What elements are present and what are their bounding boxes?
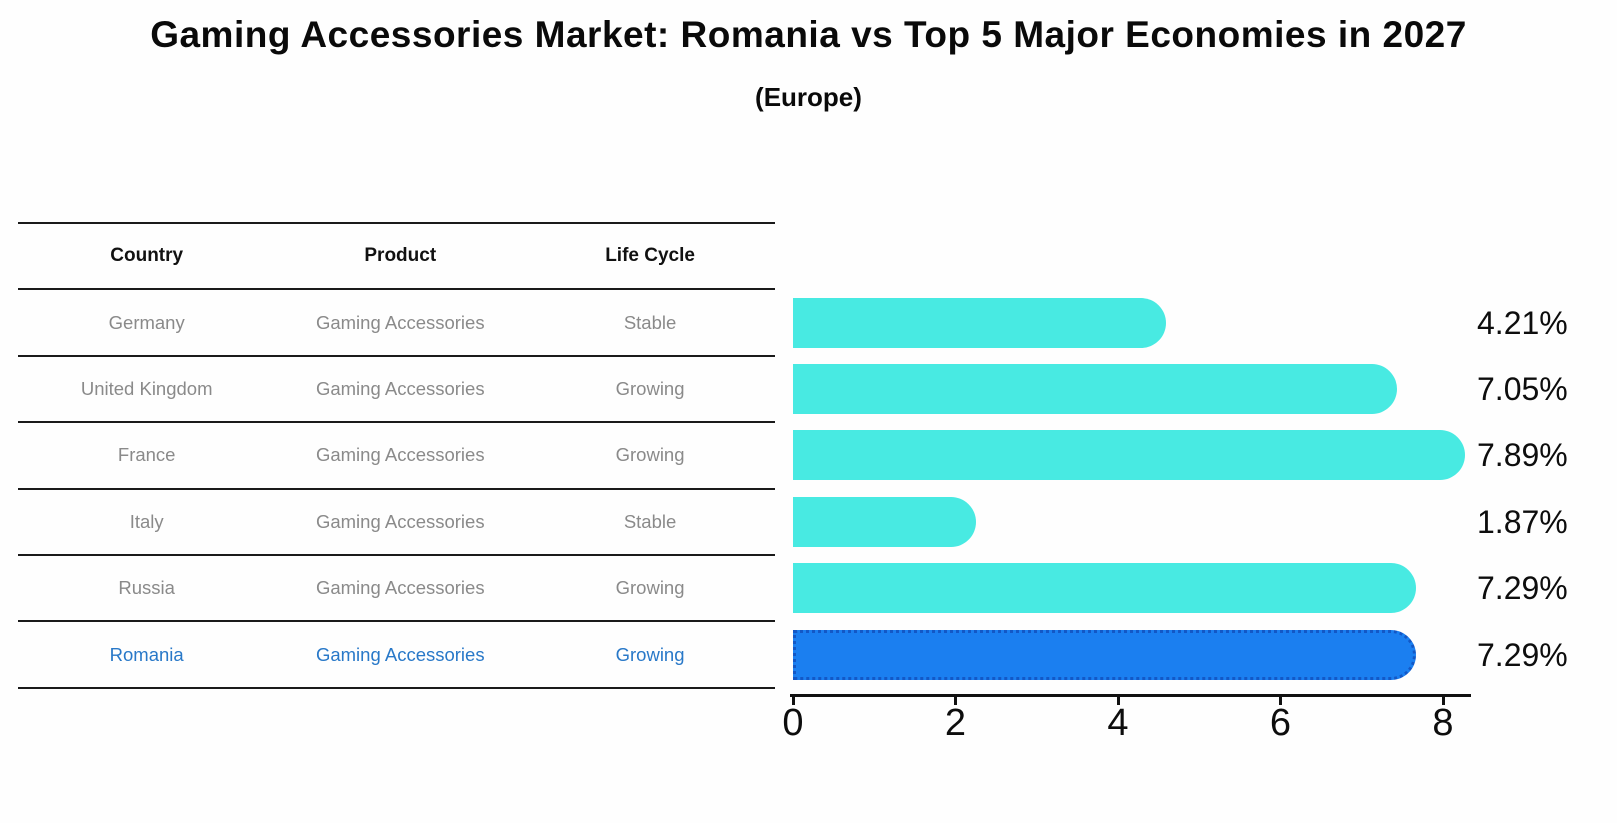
bar-france <box>793 430 1466 481</box>
x-tick-label: 4 <box>1107 702 1129 744</box>
cell-lifecycle: Growing <box>615 444 685 466</box>
cell-product: Gaming Accessories <box>315 377 485 399</box>
value-label: 1.87% <box>1477 503 1568 540</box>
table-row: Russia Gaming Accessories Growing <box>18 553 775 620</box>
cell-country: Germany <box>108 311 185 333</box>
x-axis-line <box>790 694 1471 697</box>
cell-lifecycle: Stable <box>623 510 677 532</box>
x-tick-mark <box>1279 694 1282 705</box>
column-header-lifecycle: Life Cycle <box>605 245 695 267</box>
bar-germany <box>793 297 1167 348</box>
value-label: 7.05% <box>1477 371 1568 407</box>
bar-highlight-romania <box>793 629 1417 680</box>
cell-product: Gaming Accessories <box>315 444 485 466</box>
bar-russia <box>793 563 1417 614</box>
cell-lifecycle: Stable <box>623 311 677 333</box>
cell-product: Gaming Accessories <box>315 510 485 532</box>
table-row: United Kingdom Gaming Accessories Growing <box>18 354 775 421</box>
cell-country: Italy <box>129 510 164 532</box>
x-tick-label: 2 <box>944 702 967 744</box>
table-body: Germany Gaming Accessories Stable United Ki… <box>18 288 775 686</box>
table-row: Romania Gaming Accessories Growing <box>18 620 775 686</box>
cell-product: Gaming Accessories <box>315 311 485 333</box>
value-label: 7.29% <box>1477 636 1568 673</box>
table-header-row: Country Product Life Cycle <box>18 222 775 288</box>
x-tick-mark <box>1441 694 1445 705</box>
cell-lifecycle: Growing <box>615 577 685 599</box>
x-tick-label: 6 <box>1269 702 1292 744</box>
x-tick-label: 8 <box>1432 702 1454 744</box>
cell-lifecycle: Growing <box>615 377 685 399</box>
x-tick-mark <box>954 694 957 705</box>
cell-country: Russia <box>118 577 175 599</box>
cell-product: Gaming Accessories <box>315 577 485 599</box>
cell-country: France <box>117 444 176 466</box>
x-tick-mark <box>1116 694 1120 705</box>
chart-title: Gaming Accessories Market: Romania vs To… <box>150 14 1467 55</box>
chart-subtitle: (Europe) <box>755 82 862 112</box>
table-row: Germany Gaming Accessories Stable <box>18 288 775 354</box>
cell-country: Romania <box>109 643 184 665</box>
x-tick-label: 0 <box>782 702 804 744</box>
value-label: 7.29% <box>1477 570 1568 607</box>
column-header-product: Product <box>364 245 437 267</box>
table-row: Italy Gaming Accessories Stable <box>18 487 775 554</box>
column-header-country: Country <box>110 245 184 267</box>
table-row: France Gaming Accessories Growing <box>18 421 775 487</box>
value-label: 4.21% <box>1477 304 1568 341</box>
cell-lifecycle: Growing <box>615 643 685 665</box>
x-tick-mark <box>791 694 795 705</box>
bar-united-kingdom <box>793 364 1397 414</box>
bar-italy <box>793 496 976 547</box>
cell-product: Gaming Accessories <box>315 643 485 665</box>
value-label: 7.89% <box>1477 437 1568 474</box>
country-info-table: Country Product Life Cycle Germany Gaming… <box>18 222 775 689</box>
cell-country: United Kingdom <box>80 377 213 399</box>
